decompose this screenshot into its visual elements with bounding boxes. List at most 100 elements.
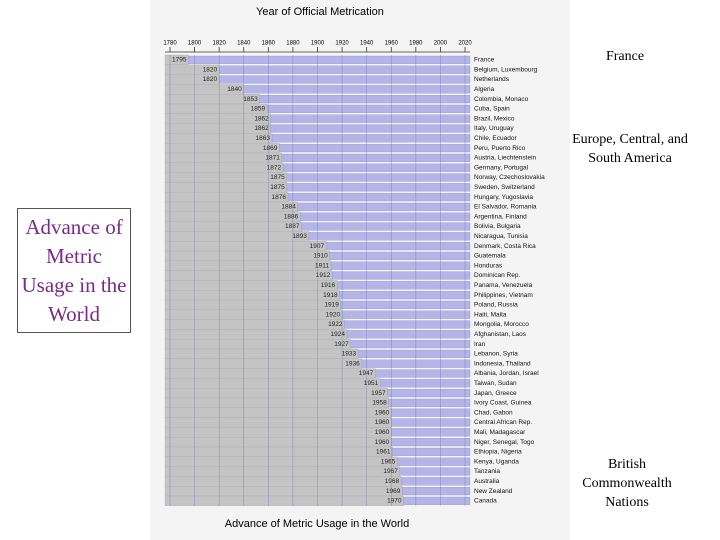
bar [219, 65, 471, 74]
value-label: 1965 [381, 458, 396, 465]
category-label: Niger, Senegal, Togo [474, 439, 535, 446]
category-label: Argentina, Finland [474, 213, 527, 220]
x-tick-label: 2020 [458, 41, 472, 47]
category-label: Cuba, Spain [474, 106, 510, 113]
category-label: Kenya, Uganda [474, 458, 519, 465]
elapsed-bar [164, 397, 389, 408]
value-label: 1951 [364, 380, 379, 387]
bar [391, 428, 471, 437]
category-label: Canada [474, 498, 497, 505]
bar [391, 418, 471, 427]
elapsed-bar [164, 270, 333, 281]
category-label: El Salvador, Romania [474, 204, 537, 211]
category-label: Indonesia, Thailand [474, 360, 531, 367]
bar [402, 487, 471, 496]
value-label: 1968 [385, 478, 400, 485]
category-label: New Zealand [474, 488, 513, 495]
category-label: Poland, Russia [474, 302, 518, 309]
bar [397, 457, 471, 466]
value-label: 1958 [372, 400, 387, 407]
elapsed-bar [164, 446, 393, 457]
annotation: British Commonwealth Nations [582, 457, 672, 510]
bar [329, 251, 471, 260]
x-tick-label: 1900 [311, 41, 325, 47]
bar [270, 114, 471, 123]
value-label: 1795 [172, 57, 187, 64]
value-label: 1912 [316, 272, 331, 279]
bar [339, 291, 471, 300]
elapsed-bar [164, 221, 302, 232]
category-label: Philippines, Vietnam [474, 292, 533, 299]
value-label: 1916 [321, 282, 336, 289]
category-label: Mali, Madagascar [474, 429, 526, 436]
bar [325, 242, 471, 251]
x-tick-label: 1860 [262, 41, 276, 47]
bar [380, 379, 471, 388]
value-label: 1918 [323, 292, 338, 299]
elapsed-bar [164, 368, 376, 379]
bar [388, 398, 471, 407]
category-label: Netherlands [474, 76, 510, 83]
category-label: Haiti, Malta [474, 311, 507, 318]
elapsed-bar [164, 495, 404, 506]
value-label: 1875 [270, 184, 285, 191]
elapsed-bar [164, 260, 332, 271]
elapsed-bar [164, 152, 283, 163]
value-label: 1960 [375, 439, 390, 446]
category-label: Guatemala [474, 253, 506, 260]
elapsed-bar [164, 329, 348, 340]
value-label: 1871 [265, 155, 280, 162]
category-label: Sweden, Switzerland [474, 184, 535, 191]
value-label: 1927 [334, 341, 349, 348]
category-label: Algeria [474, 86, 495, 93]
elapsed-bar [164, 241, 327, 252]
value-label: 1876 [272, 194, 287, 201]
value-label: 1922 [328, 321, 343, 328]
category-label: Belgium, Luxembourg [474, 66, 538, 73]
elapsed-bar [164, 407, 392, 418]
bar [308, 232, 471, 241]
value-label: 1960 [375, 419, 390, 426]
category-label: Nicaragua, Tunisia [474, 233, 528, 240]
bar [400, 477, 471, 486]
category-label: Tanzania [474, 468, 500, 475]
x-tick-label: 1840 [237, 41, 251, 47]
category-label: Chad, Gabon [474, 409, 513, 416]
elapsed-bar [164, 162, 284, 173]
bar [259, 95, 471, 104]
value-label: 1967 [383, 468, 398, 475]
value-label: 1960 [375, 409, 390, 416]
bar [403, 496, 471, 505]
category-label: Honduras [474, 262, 503, 269]
category-label: Germany, Portugal [474, 164, 529, 171]
bar [330, 261, 471, 270]
bar [375, 369, 471, 378]
bar [270, 124, 471, 133]
elapsed-bar [164, 290, 340, 301]
bar [188, 55, 471, 64]
category-label: Central African Rep. [474, 419, 532, 426]
bar [286, 183, 471, 192]
bar [287, 193, 471, 202]
value-label: 1869 [263, 145, 278, 152]
bar [301, 222, 471, 231]
elapsed-bar [164, 456, 398, 467]
bar [281, 153, 471, 162]
bar [286, 173, 471, 182]
value-label: 1910 [313, 253, 328, 260]
elapsed-bar [164, 476, 402, 487]
bar [346, 330, 471, 339]
bar [337, 281, 471, 290]
bar [271, 134, 471, 143]
value-label: 1887 [285, 223, 300, 230]
value-label: 1936 [345, 360, 360, 367]
category-label: Albania, Jordan, Israel [474, 370, 539, 377]
chart-caption: Advance of Metric Usage in the World [225, 518, 409, 530]
bar [357, 349, 471, 358]
category-label: Brazil, Mexico [474, 115, 515, 122]
value-label: 1893 [292, 233, 307, 240]
category-label: Australia [474, 478, 500, 485]
elapsed-bar [164, 417, 392, 428]
elapsed-bar [164, 427, 392, 438]
